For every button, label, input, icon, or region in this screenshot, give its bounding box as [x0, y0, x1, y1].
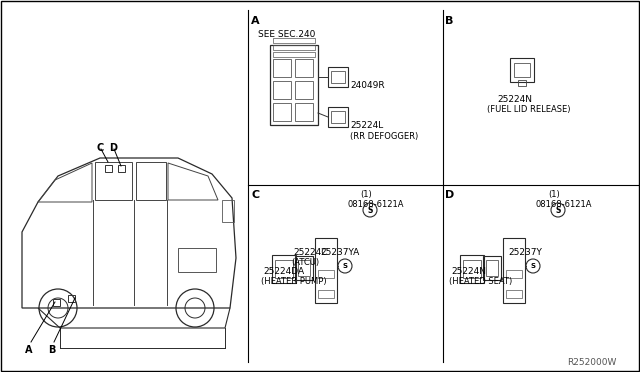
- Text: 24049R: 24049R: [350, 81, 385, 90]
- Bar: [331, 71, 345, 83]
- Text: (HEATER PUMP): (HEATER PUMP): [261, 277, 326, 286]
- Text: SEE SEC.240: SEE SEC.240: [258, 30, 316, 39]
- Bar: [503, 238, 525, 303]
- Bar: [486, 260, 498, 276]
- Bar: [298, 260, 310, 276]
- Text: C: C: [96, 143, 103, 153]
- Bar: [506, 270, 522, 278]
- Text: 25224N: 25224N: [497, 95, 532, 104]
- Text: A: A: [25, 345, 33, 355]
- Text: 25237YA: 25237YA: [320, 248, 359, 257]
- Bar: [295, 81, 313, 99]
- Text: (FUEL LID RELEASE): (FUEL LID RELEASE): [487, 105, 570, 114]
- Bar: [105, 165, 112, 172]
- Bar: [178, 248, 216, 272]
- Bar: [68, 295, 75, 302]
- Bar: [270, 45, 318, 125]
- Text: S: S: [367, 205, 372, 215]
- Text: S: S: [342, 263, 348, 269]
- Text: 08168-6121A: 08168-6121A: [536, 200, 593, 209]
- Text: 25237Y: 25237Y: [508, 248, 542, 257]
- Text: 25224C: 25224C: [293, 248, 328, 257]
- Text: B: B: [48, 345, 56, 355]
- Bar: [136, 162, 166, 200]
- Text: D: D: [109, 143, 117, 153]
- Text: (HEATED SEAT): (HEATED SEAT): [449, 277, 512, 286]
- Bar: [273, 103, 291, 121]
- Bar: [273, 59, 291, 77]
- Bar: [328, 67, 348, 87]
- Text: A: A: [251, 16, 260, 26]
- Circle shape: [363, 203, 377, 217]
- Text: (RR DEFOGGER): (RR DEFOGGER): [350, 132, 419, 141]
- Text: S: S: [556, 205, 561, 215]
- Circle shape: [526, 259, 540, 273]
- Text: 25224N: 25224N: [451, 267, 486, 276]
- Bar: [272, 255, 296, 283]
- Text: (1): (1): [548, 190, 560, 199]
- Text: 25224DA: 25224DA: [263, 267, 304, 276]
- Bar: [315, 238, 337, 303]
- Text: (ATCU): (ATCU): [291, 258, 319, 267]
- Bar: [318, 290, 334, 298]
- Text: (1): (1): [360, 190, 372, 199]
- Bar: [460, 255, 484, 283]
- Bar: [273, 38, 315, 43]
- Bar: [510, 58, 534, 82]
- Bar: [273, 52, 315, 57]
- Bar: [318, 270, 334, 278]
- Bar: [222, 200, 234, 222]
- Bar: [273, 45, 315, 50]
- Bar: [506, 290, 522, 298]
- Circle shape: [551, 203, 565, 217]
- Bar: [53, 299, 60, 306]
- Text: S: S: [531, 263, 536, 269]
- Bar: [514, 63, 530, 77]
- Circle shape: [338, 259, 352, 273]
- Bar: [483, 256, 501, 280]
- Text: R252000W: R252000W: [567, 358, 616, 367]
- Bar: [295, 103, 313, 121]
- Text: 25224L: 25224L: [350, 121, 383, 130]
- Bar: [295, 256, 313, 280]
- Bar: [328, 107, 348, 127]
- Text: C: C: [251, 190, 259, 200]
- Bar: [118, 165, 125, 172]
- Text: D: D: [445, 190, 454, 200]
- Bar: [295, 59, 313, 77]
- Bar: [518, 80, 526, 86]
- Bar: [273, 81, 291, 99]
- Bar: [95, 162, 132, 200]
- Bar: [275, 260, 293, 278]
- Bar: [463, 260, 481, 278]
- Text: 08168-6121A: 08168-6121A: [348, 200, 404, 209]
- Text: B: B: [445, 16, 453, 26]
- Bar: [331, 111, 345, 123]
